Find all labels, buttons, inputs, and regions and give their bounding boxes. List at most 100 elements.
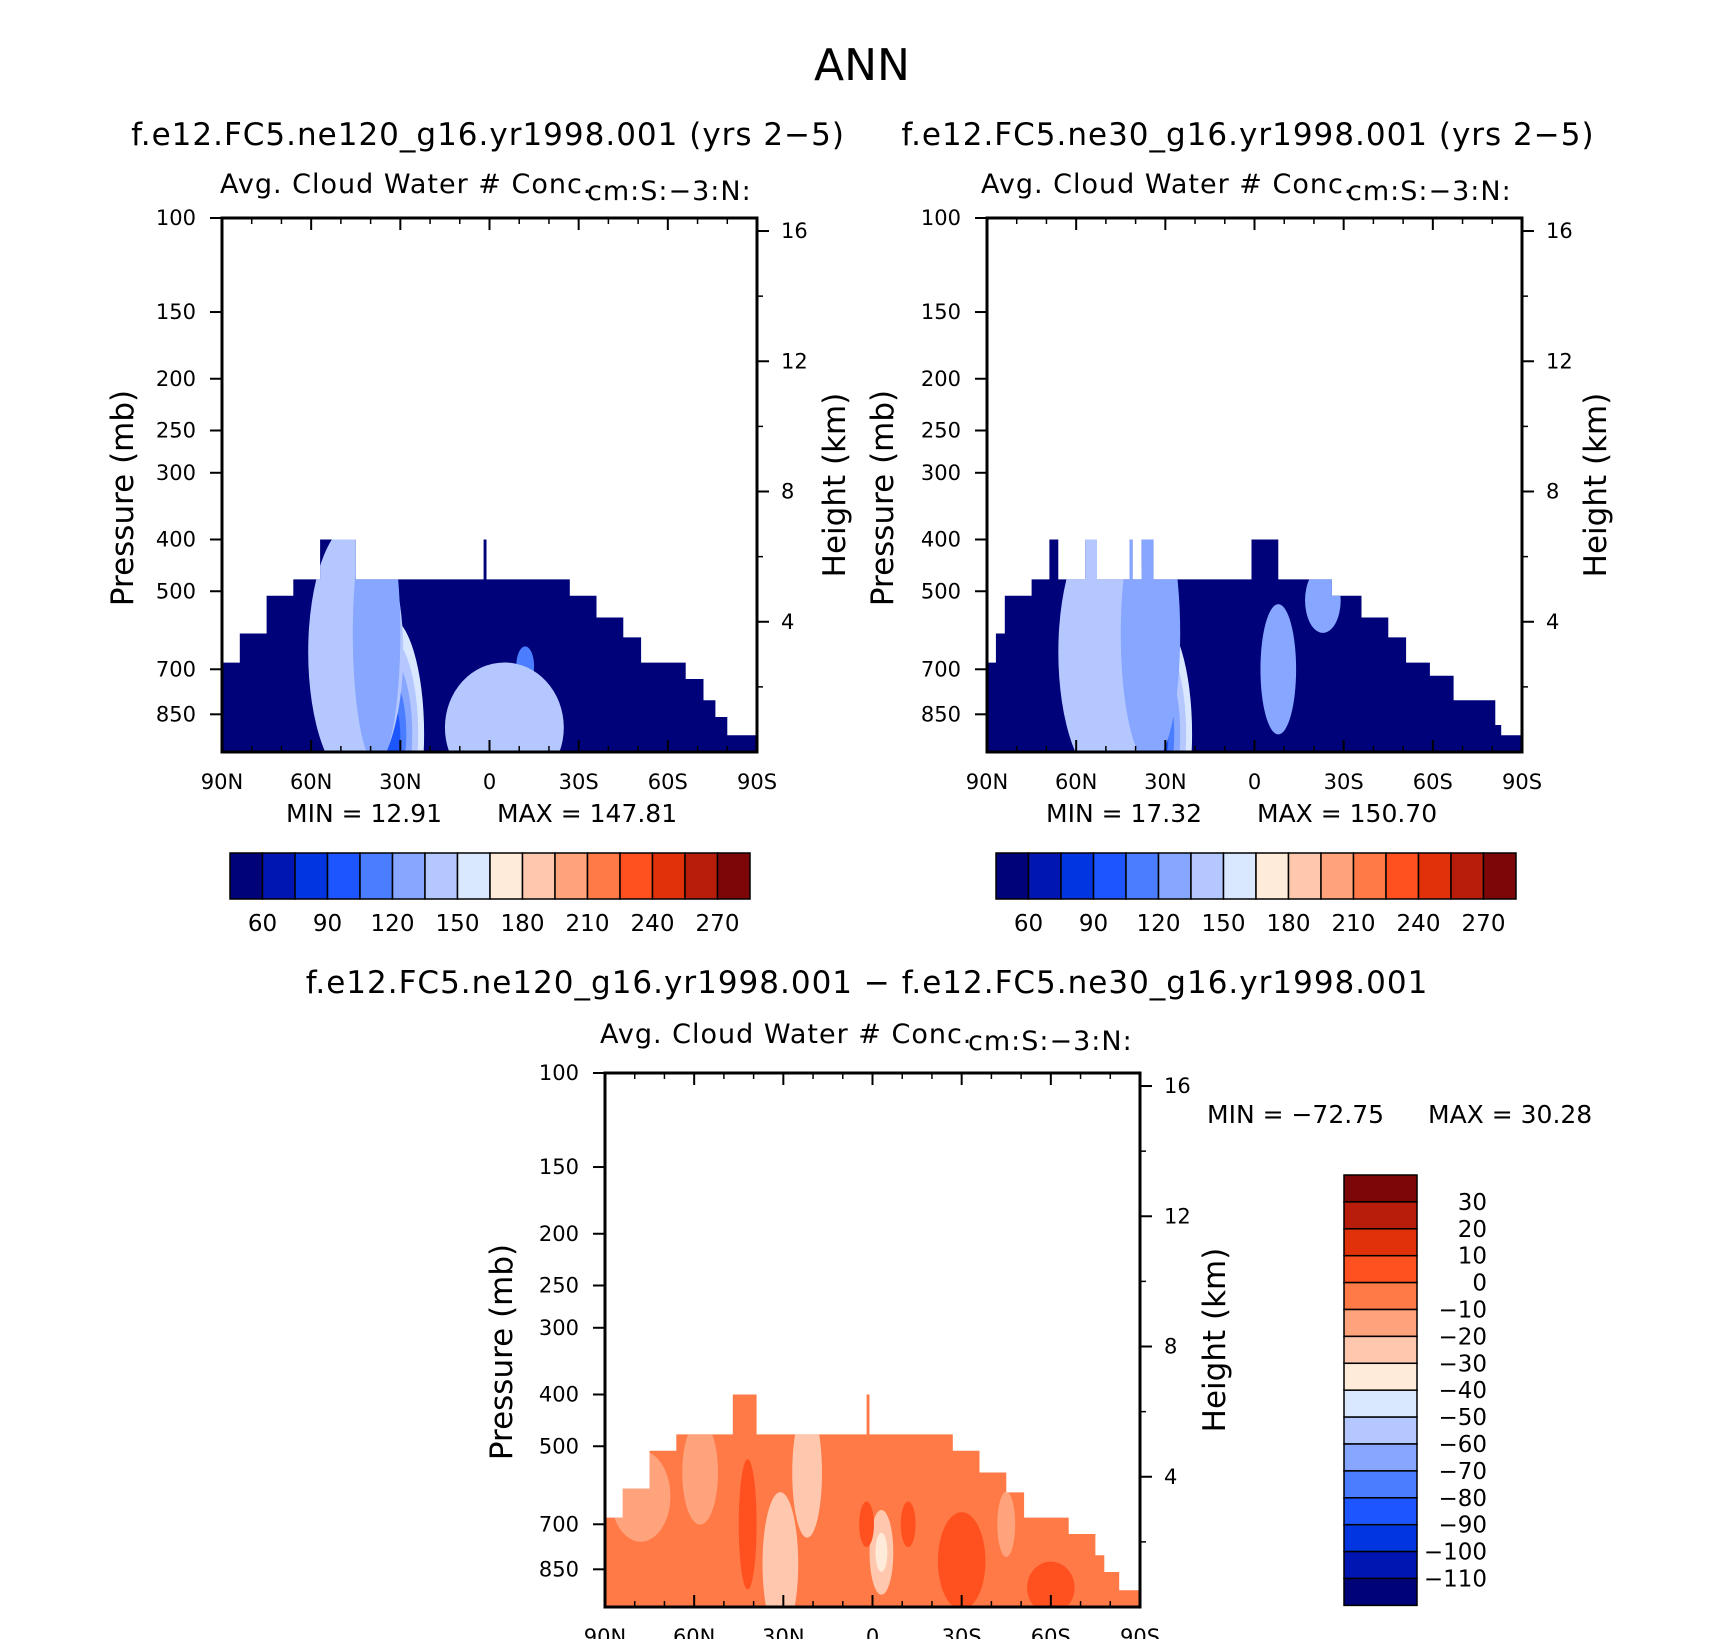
- contour-region: [762, 1492, 799, 1607]
- contour-region: [682, 1420, 718, 1525]
- colorbar-label: 120: [1137, 911, 1181, 937]
- colorbar-swatch: [521, 852, 556, 900]
- panel-title: f.e12.FC5.ne120_g16.yr1998.001 (yrs 2−5): [131, 117, 845, 153]
- panel-units: cm:S:−3:N:: [968, 1026, 1133, 1057]
- colorbar-swatch: [1343, 1174, 1418, 1203]
- panel-title: f.e12.FC5.ne30_g16.yr1998.001 (yrs 2−5): [901, 117, 1594, 153]
- contour-region: [738, 1459, 757, 1590]
- colorbar-swatch: [1343, 1362, 1418, 1391]
- colorbar-label: 210: [566, 911, 610, 937]
- colorbar-swatch: [1092, 852, 1127, 900]
- y-axis-right-label: Height (km): [817, 393, 853, 578]
- colorbar-swatch: [586, 852, 621, 900]
- y-tick-label: 250: [921, 418, 961, 442]
- colorbar-vertical: 3020100−10−20−30−40−50−60−70−80−90−100−1…: [1343, 1174, 1487, 1607]
- colorbar-swatch: [1482, 852, 1517, 900]
- x-tick-label: 90N: [201, 770, 243, 794]
- contour-region: [444, 662, 564, 752]
- y-axis-label: Pressure (mb): [484, 1244, 520, 1460]
- colorbar-label: −70: [1438, 1459, 1487, 1485]
- y-right-tick-label: 8: [781, 480, 794, 504]
- x-tick-label: 0: [1248, 770, 1261, 794]
- panel-title: f.e12.FC5.ne120_g16.yr1998.001 − f.e12.F…: [306, 965, 1429, 1001]
- colorbar-label: 240: [631, 911, 675, 937]
- colorbar-label: 180: [1267, 911, 1311, 937]
- colorbar-label: 180: [501, 911, 545, 937]
- x-tick-label: 30N: [762, 1625, 804, 1639]
- y-right-tick-label: 16: [1164, 1074, 1191, 1098]
- y-right-tick-label: 8: [1164, 1335, 1177, 1359]
- y-tick-label: 150: [156, 300, 196, 324]
- colorbar-label: 210: [1332, 911, 1376, 937]
- colorbar-swatch: [1157, 852, 1192, 900]
- y-right-tick-label: 4: [1164, 1465, 1177, 1489]
- x-tick-label: 0: [483, 770, 496, 794]
- contour-region: [1120, 539, 1181, 752]
- colorbar-swatch: [1343, 1443, 1418, 1472]
- contour-region: [1027, 1561, 1075, 1607]
- x-tick-label: 90N: [966, 770, 1008, 794]
- x-tick-label: 30N: [1144, 770, 1186, 794]
- panel-subtitle: Avg. Cloud Water # Conc.: [600, 1019, 972, 1050]
- colorbar-swatch: [1343, 1308, 1418, 1338]
- y-tick-label: 500: [921, 579, 961, 603]
- y-tick-label: 400: [156, 528, 196, 552]
- y-tick-label: 300: [921, 461, 961, 485]
- y-tick-label: 250: [156, 418, 196, 442]
- colorbar-swatch: [619, 852, 654, 900]
- colorbar-swatch: [1190, 852, 1225, 900]
- panel-units: cm:S:−3:N:: [1347, 176, 1512, 207]
- colorbar: 60 90 120 150 180 210 240 270: [229, 852, 751, 937]
- colorbar-label: 30: [1458, 1190, 1487, 1216]
- y-tick-label: 500: [156, 579, 196, 603]
- x-tick-label: 60S: [1031, 1625, 1071, 1639]
- x-tick-label: 90N: [584, 1625, 626, 1639]
- colorbar-swatch: [684, 852, 719, 900]
- colorbar-swatch: [294, 852, 329, 900]
- colorbar-swatch: [651, 852, 686, 900]
- y-right-tick-label: 12: [1164, 1204, 1191, 1228]
- colorbar-swatch: [1352, 852, 1387, 900]
- x-tick-label: 30S: [1324, 770, 1364, 794]
- colorbar-swatch: [1417, 852, 1452, 900]
- panel-ne120: f.e12.FC5.ne120_g16.yr1998.001 (yrs 2−5)…: [105, 117, 853, 828]
- colorbar-label: 240: [1397, 911, 1441, 937]
- colorbar-label: −40: [1438, 1378, 1487, 1404]
- max-label: MAX = 147.81: [497, 799, 677, 828]
- y-tick-label: 300: [156, 461, 196, 485]
- y-tick-label: 150: [921, 300, 961, 324]
- contour-region: [937, 1512, 986, 1607]
- y-right-tick-label: 12: [781, 349, 808, 373]
- data-field: [987, 539, 1522, 752]
- y-right-tick-label: 16: [781, 219, 808, 243]
- colorbar-label: −60: [1438, 1432, 1487, 1458]
- colorbar-swatch: [1450, 852, 1485, 900]
- colorbar-label: −30: [1438, 1351, 1487, 1377]
- y-tick-label: 850: [156, 702, 196, 726]
- y-axis-right-label: Height (km): [1197, 1248, 1233, 1433]
- colorbar-label: 90: [313, 911, 342, 937]
- y-tick-label: 100: [156, 206, 196, 230]
- x-tick-label: 90S: [737, 770, 777, 794]
- colorbar-swatch: [1385, 852, 1420, 900]
- colorbar-label: −90: [1438, 1513, 1487, 1539]
- colorbar-label: −50: [1438, 1405, 1487, 1431]
- figure-title: ANN: [814, 40, 910, 91]
- data-field: [222, 539, 757, 752]
- max-label: MAX = 150.70: [1257, 799, 1437, 828]
- y-tick-label: 300: [539, 1316, 579, 1340]
- x-tick-label: 90S: [1502, 770, 1542, 794]
- colorbar-label: −10: [1438, 1298, 1487, 1324]
- y-tick-label: 400: [539, 1383, 579, 1407]
- x-tick-label: 60N: [1055, 770, 1097, 794]
- colorbar-swatch: [1343, 1281, 1418, 1311]
- y-tick-label: 250: [539, 1274, 579, 1298]
- contour-region: [1260, 604, 1297, 735]
- colorbar-swatch: [261, 852, 296, 900]
- y-right-tick-label: 4: [1546, 610, 1559, 634]
- y-right-tick-label: 16: [1546, 219, 1573, 243]
- colorbar-swatch: [1027, 852, 1062, 900]
- colorbar-swatch: [1343, 1577, 1418, 1607]
- y-right-tick-label: 12: [1546, 349, 1573, 373]
- colorbar-swatch: [1320, 852, 1355, 900]
